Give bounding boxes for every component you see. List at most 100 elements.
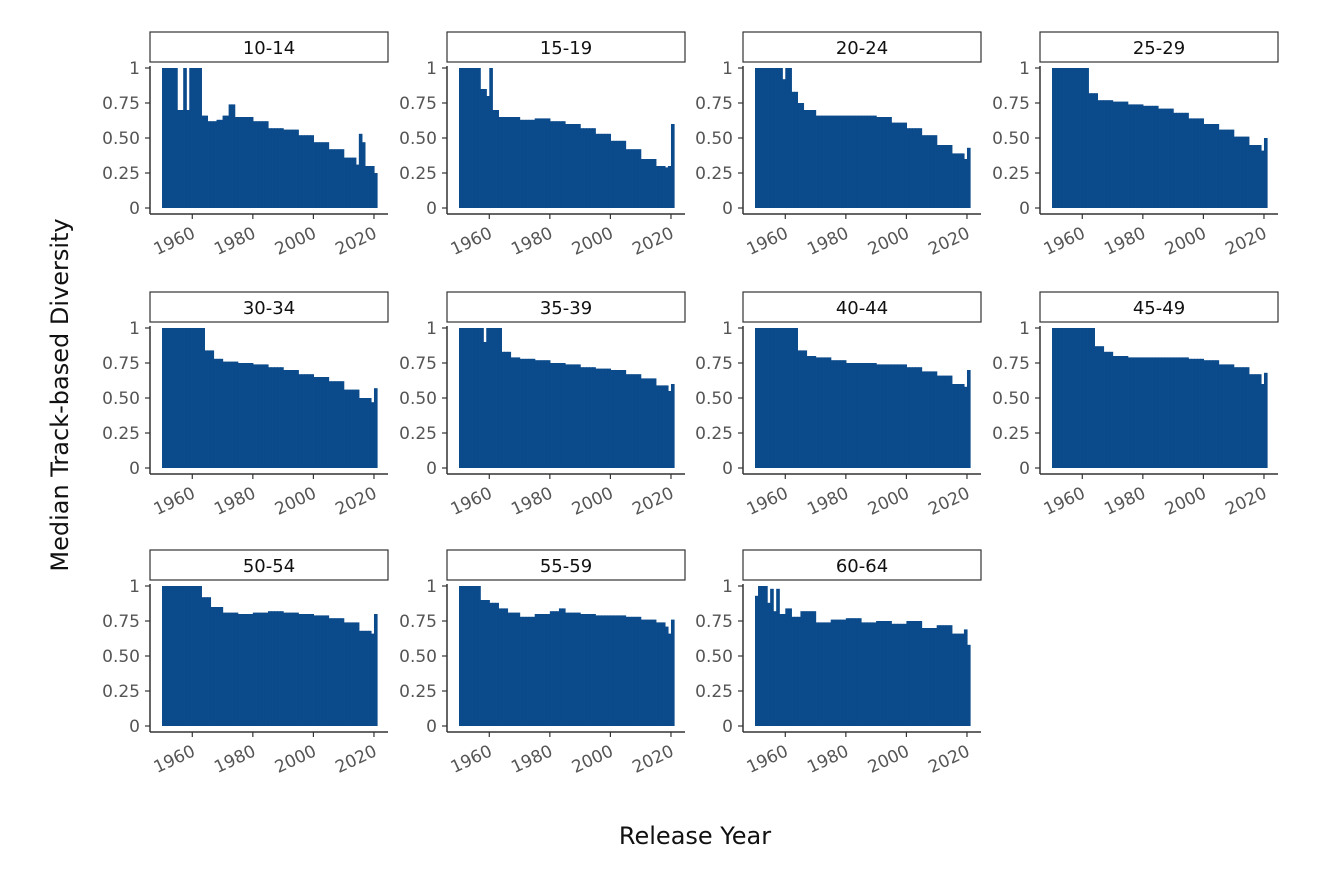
bar: [277, 367, 281, 468]
bar: [873, 115, 877, 208]
bar: [628, 374, 633, 468]
bar: [1197, 118, 1201, 208]
bar: [842, 619, 847, 726]
bar: [168, 586, 172, 726]
bar: [586, 367, 590, 468]
bar: [561, 363, 566, 468]
bar: [267, 128, 272, 208]
bar: [319, 142, 324, 208]
y-tick-label: 0.25: [399, 164, 437, 184]
bar: [903, 122, 908, 208]
bar: [207, 350, 212, 468]
x-tick-label: 2000: [569, 741, 617, 777]
bar: [358, 133, 363, 208]
bar: [776, 68, 780, 208]
bar: [661, 385, 666, 468]
y-tick-label: 1: [722, 319, 733, 339]
x-tick-label: 1960: [744, 223, 792, 259]
bar: [876, 364, 880, 468]
bar: [604, 615, 608, 726]
x-tick-label: 1960: [151, 483, 199, 519]
facet-label: 25-29: [1133, 38, 1185, 59]
bar: [264, 121, 269, 208]
bar: [839, 115, 844, 208]
bar: [1073, 68, 1077, 208]
bar: [658, 622, 663, 726]
facet-label: 55-59: [540, 556, 592, 577]
bar: [543, 360, 548, 468]
bar: [577, 124, 581, 208]
bar: [261, 364, 266, 468]
bar: [534, 118, 539, 208]
bar: [561, 608, 566, 726]
bar: [1091, 328, 1095, 468]
bar: [165, 586, 169, 726]
bar: [1136, 357, 1141, 468]
bar: [298, 374, 302, 468]
bar: [1224, 129, 1229, 208]
bar: [174, 586, 178, 726]
bar: [885, 117, 889, 208]
bar: [806, 110, 811, 208]
bar: [171, 586, 175, 726]
bar: [177, 110, 181, 208]
bar: [592, 367, 596, 468]
bar: [295, 129, 299, 208]
bar: [528, 616, 533, 726]
bar: [349, 157, 354, 208]
bar: [598, 133, 602, 208]
bar: [240, 614, 245, 726]
bar: [337, 381, 342, 468]
bar: [885, 364, 889, 468]
bar: [957, 384, 962, 468]
bar: [821, 115, 826, 208]
bar: [625, 616, 630, 726]
bar: [180, 110, 184, 208]
bar: [1109, 351, 1114, 468]
bar: [936, 145, 941, 208]
bar: [204, 597, 209, 726]
bar: [1248, 374, 1253, 468]
bar: [761, 586, 765, 726]
bar: [174, 68, 178, 208]
bar: [785, 328, 789, 468]
bar: [966, 147, 971, 208]
bar: [812, 611, 817, 726]
bar: [1176, 112, 1180, 208]
bar: [510, 357, 515, 468]
bar: [1106, 351, 1111, 468]
bar: [331, 149, 336, 208]
bar: [782, 79, 786, 208]
bar: [842, 115, 847, 208]
bar: [622, 615, 627, 726]
bar: [758, 68, 762, 208]
bar: [1124, 101, 1129, 208]
bar: [788, 328, 792, 468]
bar: [921, 135, 926, 208]
bar: [894, 364, 898, 468]
bar: [637, 149, 642, 208]
bar: [225, 612, 230, 726]
bar: [879, 117, 883, 208]
bar: [334, 149, 339, 208]
bar: [595, 615, 599, 726]
y-tick-label: 1: [1019, 59, 1030, 79]
bar: [531, 119, 536, 208]
bar: [543, 614, 548, 726]
bar: [486, 96, 490, 208]
bar: [927, 135, 932, 208]
bar: [301, 374, 305, 468]
bar: [942, 625, 947, 726]
bar: [667, 166, 672, 208]
bar: [1200, 358, 1205, 468]
bar: [307, 374, 311, 468]
bar: [1233, 136, 1238, 208]
bar: [177, 328, 181, 468]
bar: [800, 350, 805, 468]
bar: [800, 611, 805, 726]
bar: [331, 618, 336, 726]
bar: [370, 402, 375, 468]
x-tick-label: 2000: [865, 483, 913, 519]
bar: [546, 360, 551, 468]
bar: [280, 611, 284, 726]
